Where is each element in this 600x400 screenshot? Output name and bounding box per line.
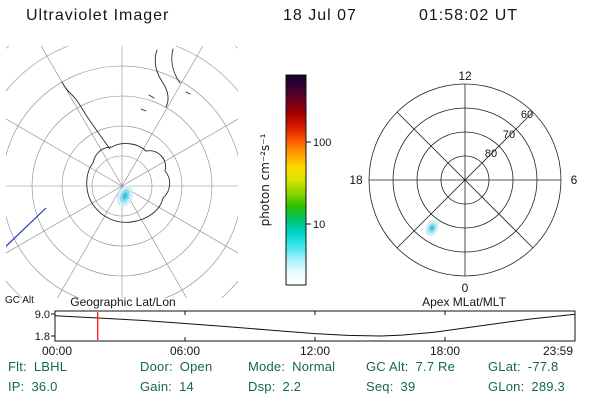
island-1 [148, 94, 155, 99]
colorbar-gradient [285, 74, 307, 286]
mlat-80-label: 80 [485, 148, 497, 160]
status-ip-value: 36.0 [31, 379, 58, 394]
island-3 [185, 91, 191, 95]
mlt-6-label: 6 [571, 173, 578, 187]
terminator-line [6, 207, 47, 248]
strip-frame [54, 310, 576, 342]
status-mode-label: Mode: [248, 359, 286, 374]
status-flt: Flt: LBHL [8, 359, 67, 374]
south-america-coast-2 [171, 48, 181, 84]
status-door-label: Door: [140, 359, 173, 374]
apex-dial-panel: 12 0 18 6 60 70 80 [349, 69, 577, 295]
colorbar-tick-10: 10 [313, 219, 325, 231]
status-gcalt-label: GC Alt: [366, 359, 409, 374]
status-dsp-label: Dsp: [248, 379, 276, 394]
status-flt-value: LBHL [33, 359, 68, 374]
status-gcalt: GC Alt: 7.7 Re [366, 359, 455, 374]
left-panel-caption: Geographic Lat/Lon [70, 295, 175, 309]
colorbar: 100 10 photon cm⁻²s⁻¹ [258, 74, 331, 286]
auroral-emission-dial [425, 219, 439, 237]
xtick-label-1200: 12:00 [300, 344, 330, 358]
strip-ylabel: GC Alt [5, 295, 34, 306]
status-door-value: Open [179, 359, 213, 374]
status-ip-label: IP: [8, 379, 25, 394]
status-row-2: IP: 36.0 Gain: 14 Dsp: 2.2 Seq: 39 GLon: 289.… [0, 379, 600, 395]
observation-time: 01:58:02 UT [419, 7, 519, 24]
status-glat-label: GLat: [488, 359, 521, 374]
status-gcalt-value: 7.7 Re [415, 359, 456, 374]
status-mode: Mode: Normal [248, 359, 335, 374]
geographic-map-panel [6, 46, 238, 298]
xtick-label-0600: 06:00 [170, 344, 200, 358]
mlt-0-label: 0 [462, 281, 469, 295]
status-flt-label: Flt: [8, 359, 27, 374]
gc-alt-curve [54, 313, 576, 337]
status-glon-value: 289.3 [531, 379, 565, 394]
coastlines [61, 48, 191, 223]
status-seq: Seq: 39 [366, 379, 415, 394]
status-dsp: Dsp: 2.2 [248, 379, 301, 394]
antarctic-peninsula-coast [61, 81, 111, 150]
mlat-60-label: 60 [521, 109, 533, 121]
mlt-18-label: 18 [349, 173, 363, 187]
colorbar-units-label: photon cm⁻²s⁻¹ [258, 133, 272, 226]
status-row-1: Flt: LBHL Door: Open Mode: Normal GC Alt: 7.… [0, 359, 600, 375]
status-glon-label: GLon: [488, 379, 525, 394]
antarctica-coast [86, 143, 171, 223]
app-title: Ultraviolet Imager [26, 7, 170, 24]
gc-alt-strip-chart: GC Alt 9.0 1.8 00:00 06:00 12:00 18:00 2… [5, 295, 576, 358]
strip-ytick-bottom: 1.8 [35, 331, 50, 343]
right-panel-caption: Apex MLat/MLT [422, 295, 506, 309]
xtick-label-2359: 23:59 [543, 344, 573, 358]
status-glat-value: -77.8 [527, 359, 559, 374]
status-dsp-value: 2.2 [282, 379, 302, 394]
mlat-mlt-grid [368, 83, 562, 277]
status-glon: GLon: 289.3 [488, 379, 565, 394]
status-mode-value: Normal [292, 359, 336, 374]
auroral-emission-map [116, 185, 134, 207]
mlt-12-label: 12 [458, 69, 472, 83]
status-glat: GLat: -77.8 [488, 359, 558, 374]
xtick-label-1800: 18:00 [430, 344, 460, 358]
strip-ytick-top: 9.0 [35, 309, 50, 321]
status-gain-label: Gain: [140, 379, 173, 394]
island-2 [140, 108, 147, 112]
status-gain-value: 14 [179, 379, 194, 394]
xtick-label-0000: 00:00 [42, 344, 72, 358]
aurora-dial-core [429, 225, 435, 231]
latlon-grid [6, 46, 238, 298]
status-seq-value: 39 [400, 379, 416, 394]
colorbar-tick-100: 100 [313, 137, 331, 149]
south-america-coast [154, 49, 169, 108]
status-ip: IP: 36.0 [8, 379, 58, 394]
status-door: Door: Open [140, 359, 212, 374]
aurora-map-core [122, 192, 128, 200]
observation-date: 18 Jul 07 [283, 7, 357, 24]
status-gain: Gain: 14 [140, 379, 194, 394]
mlat-70-label: 70 [503, 129, 515, 141]
status-seq-label: Seq: [366, 379, 394, 394]
